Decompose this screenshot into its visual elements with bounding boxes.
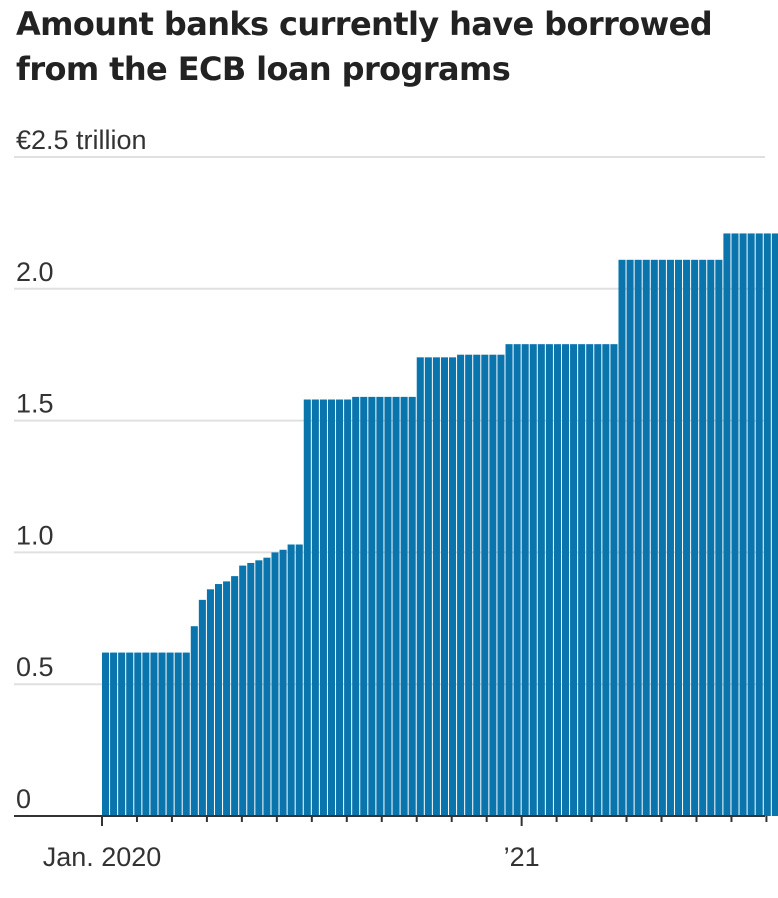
bar <box>553 344 561 816</box>
bar <box>408 396 416 816</box>
bar <box>214 584 223 816</box>
bar <box>481 354 489 816</box>
bar <box>561 344 570 816</box>
y-tick-label: 1.5 <box>16 389 54 419</box>
bar <box>118 652 126 816</box>
bar <box>126 652 134 816</box>
bar <box>336 399 344 816</box>
bar <box>578 344 586 816</box>
bar <box>327 399 336 816</box>
bar <box>739 233 747 817</box>
bar <box>691 259 699 817</box>
bar <box>279 549 287 816</box>
bar <box>683 259 691 817</box>
bar <box>166 652 174 816</box>
bar <box>440 357 449 816</box>
bar <box>368 396 376 816</box>
unit-label: €2.5 trillion <box>16 125 147 155</box>
bar <box>384 396 392 816</box>
bar <box>634 259 642 817</box>
bar <box>715 259 723 817</box>
bar <box>255 560 263 816</box>
bar <box>545 344 553 816</box>
bar <box>666 259 674 817</box>
bar <box>102 652 110 816</box>
bar <box>473 354 481 816</box>
bar <box>457 354 465 816</box>
bar <box>158 652 166 816</box>
bar <box>424 357 432 816</box>
bar <box>271 552 279 816</box>
x-axis: Jan. 2020 ’21 <box>14 815 768 872</box>
bar <box>287 544 295 816</box>
bars <box>102 233 778 817</box>
bar <box>150 652 158 816</box>
bar <box>174 652 182 816</box>
bar <box>747 233 755 817</box>
bar <box>586 344 594 816</box>
chart-title: Amount banks currently have borrowed fro… <box>16 5 713 88</box>
bar <box>658 259 666 817</box>
bar <box>376 396 384 816</box>
bar <box>142 652 150 816</box>
bar <box>618 259 626 817</box>
bar <box>449 357 457 816</box>
bar <box>594 344 602 816</box>
bar <box>497 354 505 816</box>
bar <box>731 233 739 817</box>
y-tick-label: 1.0 <box>16 520 54 550</box>
bar <box>239 565 247 816</box>
bar <box>352 396 360 816</box>
bar <box>642 259 650 817</box>
y-tick-label: 0 <box>16 784 31 814</box>
bar <box>489 354 497 816</box>
x-tick-label: ’21 <box>504 842 540 872</box>
bar <box>223 581 231 816</box>
bar <box>344 399 352 816</box>
bar <box>707 259 715 817</box>
x-tick-label: Jan. 2020 <box>43 842 162 872</box>
bar <box>505 344 513 816</box>
bar <box>263 557 271 816</box>
bar <box>134 652 142 816</box>
bar <box>723 233 731 817</box>
bar <box>529 344 537 816</box>
bar <box>190 626 198 816</box>
bar <box>392 396 400 816</box>
bar <box>110 652 118 816</box>
bar <box>182 652 190 816</box>
y-tick-label: 2.0 <box>16 257 54 287</box>
bar <box>465 354 473 816</box>
bar <box>537 344 545 816</box>
bar <box>319 399 327 816</box>
bar <box>521 344 529 816</box>
bar <box>416 357 424 816</box>
bar <box>674 259 683 817</box>
y-tick-label: 0.5 <box>16 652 54 682</box>
bar <box>626 259 634 817</box>
bar <box>432 357 440 816</box>
bar <box>650 259 658 817</box>
bar <box>400 396 408 816</box>
bar <box>247 562 255 816</box>
bar <box>602 344 610 816</box>
bar <box>206 589 214 816</box>
bar <box>610 344 618 816</box>
bar <box>231 576 239 816</box>
bar <box>699 259 707 817</box>
bar <box>303 399 311 816</box>
y-axis-labels: 0 0.5 1.0 1.5 2.0 €2.5 trillion <box>16 125 147 814</box>
bar <box>311 399 319 816</box>
bar <box>763 233 771 817</box>
bar <box>513 344 521 816</box>
bar <box>771 233 778 817</box>
bar <box>360 396 368 816</box>
bar <box>295 544 303 816</box>
bar <box>198 599 206 816</box>
bar <box>570 344 578 816</box>
bar <box>755 233 763 817</box>
